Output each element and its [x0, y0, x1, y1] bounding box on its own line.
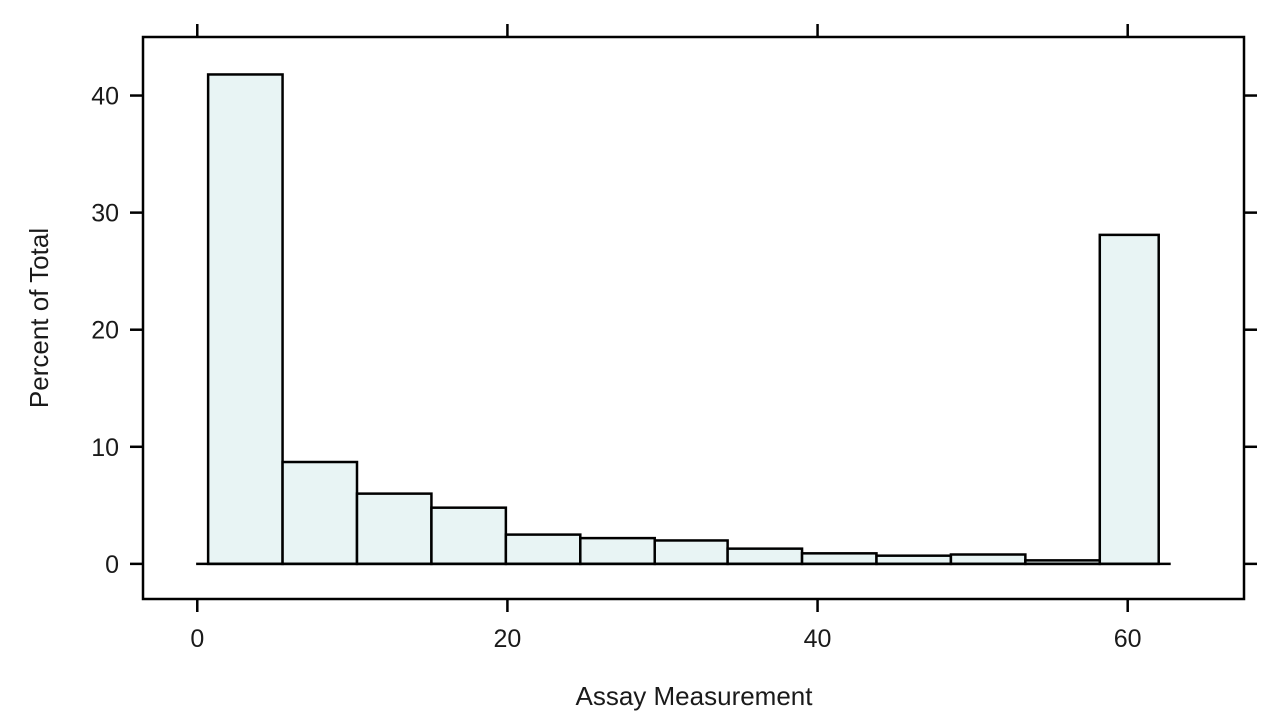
- y-axis-ticks: 0 10 20 30 40: [91, 83, 1257, 579]
- plot-frame: [141, 35, 1246, 601]
- y-tick-label: 20: [91, 317, 119, 345]
- x-axis-ticks: 0 20 40 60: [190, 24, 1142, 653]
- y-tick-label: 40: [91, 83, 119, 111]
- histogram-bar: [653, 539, 729, 566]
- x-tick-label: 40: [804, 625, 832, 653]
- histogram-bar: [504, 533, 582, 566]
- x-tick-label: 60: [1114, 625, 1142, 653]
- histogram-bar: [206, 73, 284, 566]
- x-tick-label: 20: [494, 625, 522, 653]
- histogram-bar: [355, 492, 433, 566]
- x-tick-label: 0: [190, 625, 204, 653]
- y-tick-label: 10: [91, 434, 119, 462]
- y-tick-label: 30: [91, 200, 119, 228]
- histogram-bar: [281, 460, 359, 566]
- y-axis-label: Percent of Total: [24, 228, 54, 408]
- histogram-bar: [800, 552, 878, 566]
- histogram-bar: [579, 536, 656, 566]
- histogram-bar: [949, 553, 1027, 566]
- histogram-bar: [1098, 233, 1160, 566]
- bars-group: [206, 73, 1160, 566]
- y-tick-label: 0: [105, 551, 119, 579]
- x-axis-label: Assay Measurement: [576, 681, 814, 711]
- histogram-bar: [726, 547, 804, 566]
- histogram-bar: [430, 506, 508, 566]
